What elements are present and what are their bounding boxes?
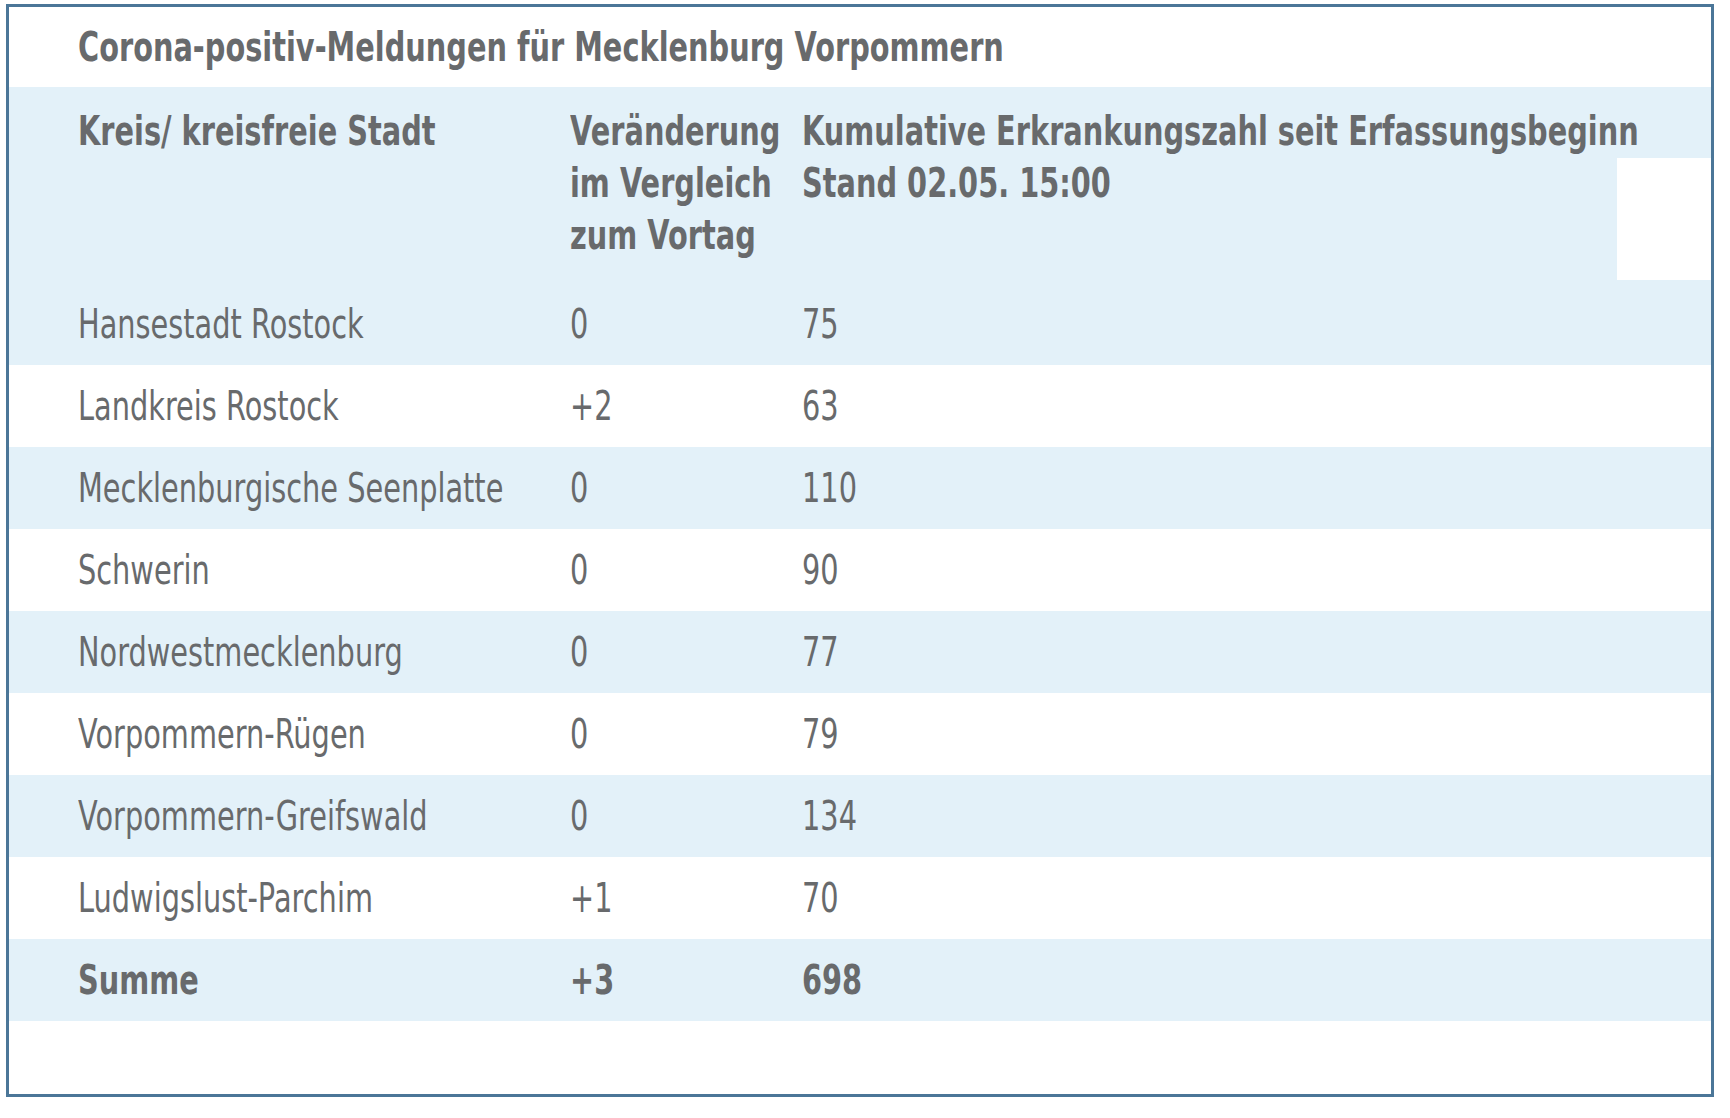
table-title-row: Corona-positiv-Meldungen für Mecklenburg…: [9, 7, 1711, 87]
table-row: Schwerin 0 90: [9, 529, 1711, 611]
table-header-row: Kreis/ kreisfreie Stadt Veränderung im V…: [9, 87, 1711, 283]
cell-kumulativ: 110: [802, 462, 1711, 514]
summe-row: Summe +3 698: [9, 939, 1711, 1021]
cell-veraenderung: +1: [570, 872, 802, 924]
cell-veraenderung: 0: [570, 790, 802, 842]
column-header-kumulativ: Kumulative Erkrankungszahl seit Erfassun…: [802, 105, 1730, 283]
cell-kreis: Vorpommern-Rügen: [78, 708, 570, 760]
cell-veraenderung: 0: [570, 298, 802, 350]
cell-kreis: Landkreis Rostock: [78, 380, 570, 432]
cell-kumulativ: 75: [802, 298, 1711, 350]
cell-kreis: Summe: [78, 954, 570, 1006]
table-body: Hansestadt Rostock 0 75 Landkreis Rostoc…: [9, 283, 1711, 1021]
column-header-kreis: Kreis/ kreisfreie Stadt: [78, 105, 570, 283]
cell-veraenderung: 0: [570, 462, 802, 514]
cell-kumulativ: 77: [802, 626, 1711, 678]
cell-kreis: Nordwestmecklenburg: [78, 626, 570, 678]
cell-kumulativ: 698: [802, 954, 1711, 1006]
cell-kreis: Vorpommern-Greifswald: [78, 790, 570, 842]
cell-kreis: Hansestadt Rostock: [78, 298, 570, 350]
corona-report-page: Corona-positiv-Meldungen für Mecklenburg…: [0, 0, 1730, 1118]
cell-veraenderung: 0: [570, 626, 802, 678]
cell-kumulativ: 70: [802, 872, 1711, 924]
table-row: Vorpommern-Greifswald 0 134: [9, 775, 1711, 857]
table-row: Mecklenburgische Seenplatte 0 110: [9, 447, 1711, 529]
table-row: Vorpommern-Rügen 0 79: [9, 693, 1711, 775]
cell-veraenderung: 0: [570, 544, 802, 596]
table-row: Hansestadt Rostock 0 75: [9, 283, 1711, 365]
table-row: Landkreis Rostock +2 63: [9, 365, 1711, 447]
table-title: Corona-positiv-Meldungen für Mecklenburg…: [78, 21, 1004, 73]
column-header-veraenderung: Veränderung im Vergleich zum Vortag: [570, 105, 802, 283]
cell-veraenderung: +3: [570, 954, 802, 1006]
cell-kumulativ: 134: [802, 790, 1711, 842]
cell-kreis: Schwerin: [78, 544, 570, 596]
table-row: Nordwestmecklenburg 0 77: [9, 611, 1711, 693]
cell-kreis: Ludwigslust-Parchim: [78, 872, 570, 924]
cell-kumulativ: 90: [802, 544, 1711, 596]
empty-header-cell: [1617, 158, 1711, 280]
cell-veraenderung: +2: [570, 380, 802, 432]
table-row: Ludwigslust-Parchim +1 70: [9, 857, 1711, 939]
cell-kreis: Mecklenburgische Seenplatte: [78, 462, 570, 514]
corona-table: Corona-positiv-Meldungen für Mecklenburg…: [6, 4, 1714, 1097]
cell-kumulativ: 63: [802, 380, 1711, 432]
empty-row: [9, 1021, 1711, 1094]
cell-veraenderung: 0: [570, 708, 802, 760]
cell-kumulativ: 79: [802, 708, 1711, 760]
